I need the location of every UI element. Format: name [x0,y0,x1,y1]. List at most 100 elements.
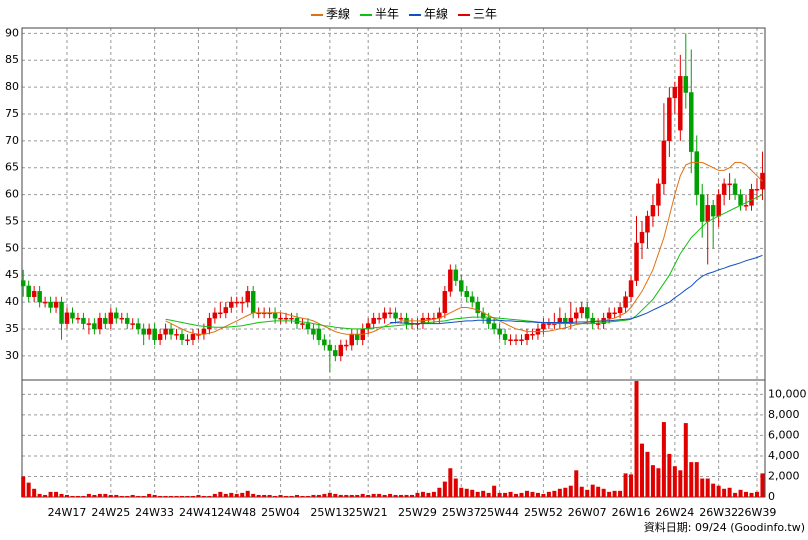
volume-bar [607,491,612,497]
volume-bar [152,494,157,497]
volume-bar [119,495,124,497]
candle-body [475,301,480,314]
candle-body [508,339,513,341]
x-tick-label: 26W24 [655,506,694,519]
volume-bar [585,489,590,497]
volume-bar [629,474,634,497]
volume-bar [130,494,135,497]
candle-body [689,92,694,152]
volume-bar [196,494,201,497]
volume-bar [705,478,710,497]
candle-body [486,317,491,324]
x-tick-label: 25W37 [442,506,481,519]
candle-body [278,317,283,320]
volume-bar [267,494,272,497]
candle-body [92,323,97,330]
candle-body [174,334,179,336]
volume-bar [694,462,699,497]
candle-body [327,344,333,351]
candle-body [37,291,42,303]
legend-label: 季線 [325,7,350,21]
volume-bar [639,443,644,497]
candle-body [398,317,404,320]
x-tick-label: 25W04 [261,506,300,519]
volume-bar [601,488,606,497]
volume-bar [524,490,529,497]
volume-bar [393,494,398,497]
candle-body [754,188,760,191]
volume-bar [568,485,573,497]
y-tick-label: 45 [5,268,19,281]
candle-body [639,231,645,244]
candle-body [491,323,497,330]
volume-bar [355,494,360,497]
volume-bar [426,492,431,497]
x-tick-label: 25W29 [398,506,437,519]
candle-body [300,323,305,325]
volume-bar [284,495,289,497]
volume-bar [240,492,245,497]
y-tick-label: 35 [5,322,19,335]
candle-body [672,86,678,99]
volume-bar [475,491,480,497]
volume-bar [519,492,524,497]
candle-body [245,291,250,303]
volume-bar [623,473,628,497]
volume-bar [535,492,540,497]
candle-body [617,307,623,314]
candle-body [530,334,535,336]
volume-bar [163,495,168,497]
y2-tick-label: 10,000 [768,387,807,400]
volume-bar [404,494,409,497]
candle-body [152,328,157,340]
volume-bar [744,491,749,497]
candle-body [250,291,256,314]
candle-body [223,307,229,314]
volume-bar [377,493,382,497]
volume-bar [32,488,37,497]
y2-tick-label: 4,000 [768,449,800,462]
volume-bar [300,495,305,497]
candle-body [212,312,218,319]
volume-bar [174,495,179,497]
volume-bar [311,494,316,497]
candle-body [524,334,530,340]
legend-item: 三年 [458,7,497,21]
x-tick-label: 26W07 [568,506,607,519]
ma-line [165,194,763,330]
volume-bar [700,478,705,497]
candle-body [667,97,672,142]
candle-body [70,312,75,319]
volume-bar [207,495,212,497]
volume-bar [169,495,174,497]
candle-body [135,323,141,330]
volume-bar [497,492,502,497]
candle-body [207,317,212,330]
volume-bar [579,486,584,497]
volume-bar [316,494,321,497]
legend-label: 半年 [374,7,399,21]
candle-body [185,339,190,341]
volume-bar [754,491,759,497]
candle-body [365,323,371,330]
volume-bar [218,491,223,497]
candle-body [382,312,387,319]
volume-bar [431,491,436,497]
volume-bar [727,487,732,497]
legend-label: 年線 [424,7,449,21]
volume-bar [295,494,299,497]
volume-bar [344,494,349,497]
x-tick-label: 26W39 [738,506,777,519]
volume-bar [650,465,655,497]
candle-body [283,317,289,320]
candle-body [442,291,448,314]
x-tick-label: 24W17 [48,506,87,519]
candle-body [20,280,26,287]
candle-body [727,183,732,186]
volume-bar [201,495,206,497]
ma-line [165,161,763,335]
volume-bar [327,492,332,497]
x-tick-label: 25W44 [480,506,519,519]
volume-bar [273,495,278,497]
